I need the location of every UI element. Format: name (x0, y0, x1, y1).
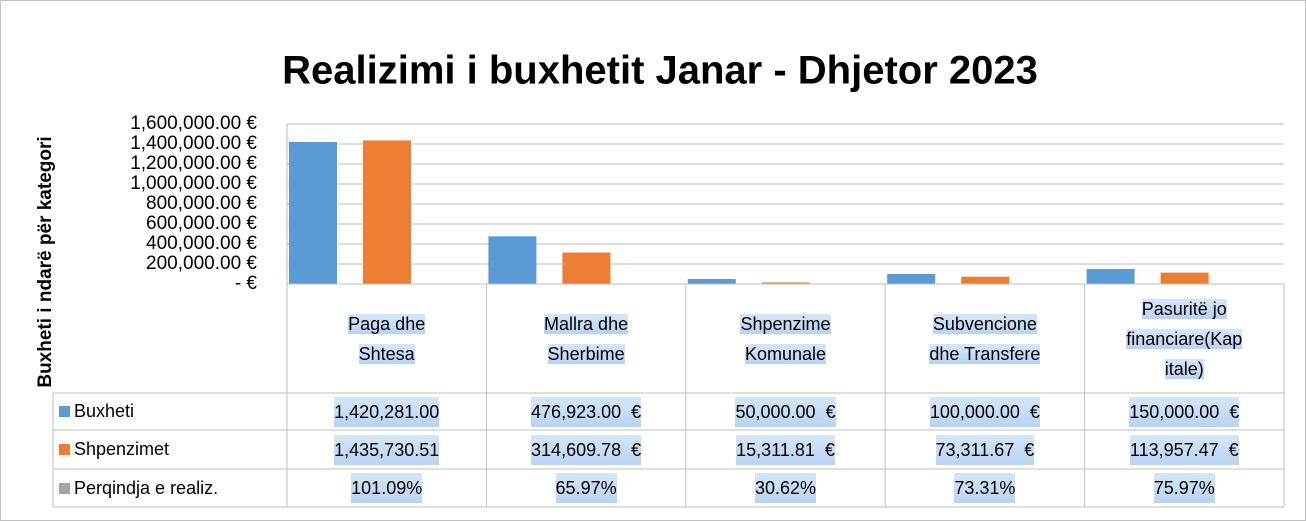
legend-key (59, 406, 70, 417)
table-cell: 101.09% (287, 469, 486, 507)
table-cell: 150,000.00 € (1085, 393, 1284, 430)
legend-label: Perqindja e realiz. (74, 477, 219, 498)
category-cell: Subvencione dhe Transfere (885, 284, 1084, 393)
category-cell: Paga dhe Shtesa (287, 284, 486, 393)
bar (488, 236, 537, 284)
table-cell: 476,923.00 € (486, 393, 685, 430)
bar (961, 276, 1010, 284)
legend-key (59, 482, 70, 494)
table-cell: 50,000.00 € (686, 393, 885, 430)
y-tick-label: 600,000.00 € (146, 213, 257, 234)
category-cell: Shpenzime Komunale (686, 284, 885, 393)
legend-label: Buxheti (74, 401, 135, 421)
value-label: 73,311.67 € (935, 434, 1035, 465)
y-tick-label: 1,200,000.00 € (130, 153, 257, 174)
y-tick-label: 200,000.00 € (146, 253, 257, 274)
legend-item: Buxheti (59, 393, 134, 430)
bar (1086, 269, 1135, 284)
value-label: 1,435,730.51 (334, 434, 440, 465)
category-cell: Pasuritë jo financiare(Kapitale) (1085, 284, 1284, 393)
category-label: Shpenzime Komunale (740, 313, 831, 364)
bar (1160, 272, 1209, 284)
value-label: 73.31% (954, 473, 1016, 503)
y-axis-label: Buxheti i ndarë për kategori (35, 136, 56, 387)
value-label: 75.97% (1153, 473, 1215, 503)
bar (289, 141, 337, 284)
table-cell: 15,311.81 € (686, 430, 885, 469)
table-cell: 73.31% (885, 469, 1084, 507)
y-tick-label: 1,600,000.00 € (130, 113, 257, 134)
bar (887, 274, 936, 284)
bar (687, 279, 736, 284)
legend-item: Perqindja e realiz. (59, 469, 218, 507)
value-label: 150,000.00 € (1129, 396, 1240, 427)
table-cell: 65.97% (486, 469, 685, 507)
y-tick-label: 1,000,000.00 € (130, 173, 257, 194)
table-cell: 100,000.00 € (885, 393, 1084, 430)
bar (761, 282, 810, 284)
bar (562, 252, 611, 284)
y-tick-label: 1,400,000.00 € (130, 133, 257, 154)
value-label: 314,609.78 € (531, 434, 642, 465)
y-tick-label: 800,000.00 € (146, 193, 257, 214)
table-cell: 1,420,281.00 (287, 393, 486, 430)
y-tick-label: - € (235, 273, 258, 294)
legend-key (59, 444, 70, 455)
value-label: 30.62% (754, 473, 817, 503)
y-tick-label: 400,000.00 € (146, 233, 257, 254)
category-label: Paga dhe Shtesa (348, 313, 426, 364)
value-label: 15,311.81 € (736, 434, 835, 465)
chart-title: Realizimi i buxhetit Janar - Dhjetor 202… (282, 49, 1038, 93)
table-cell: 30.62% (686, 469, 885, 507)
category-cell: Mallra dhe Sherbime (486, 284, 685, 393)
category-label: Subvencione dhe Transfere (929, 313, 1041, 364)
table-cell: 314,609.78 € (486, 430, 685, 469)
value-label: 65.97% (555, 473, 617, 503)
legend-item: Shpenzimet (59, 430, 169, 469)
value-label: 1,420,281.00 (334, 396, 440, 427)
category-label: Mallra dhe Sherbime (544, 313, 629, 364)
table-cell: 113,957.47 € (1085, 430, 1284, 469)
value-label: 100,000.00 € (929, 396, 1040, 427)
value-label: 101.09% (351, 473, 423, 503)
table-cell: 73,311.67 € (885, 430, 1084, 469)
table-cell: 1,435,730.51 (287, 430, 486, 469)
bar (363, 140, 411, 284)
value-label: 476,923.00 € (531, 396, 642, 427)
legend-label: Shpenzimet (74, 439, 170, 459)
category-label: Pasuritë jo financiare(Kapitale) (1126, 298, 1243, 379)
value-label: 50,000.00 € (735, 396, 836, 427)
value-label: 113,957.47 € (1129, 434, 1239, 465)
table-cell: 75.97% (1085, 469, 1284, 507)
